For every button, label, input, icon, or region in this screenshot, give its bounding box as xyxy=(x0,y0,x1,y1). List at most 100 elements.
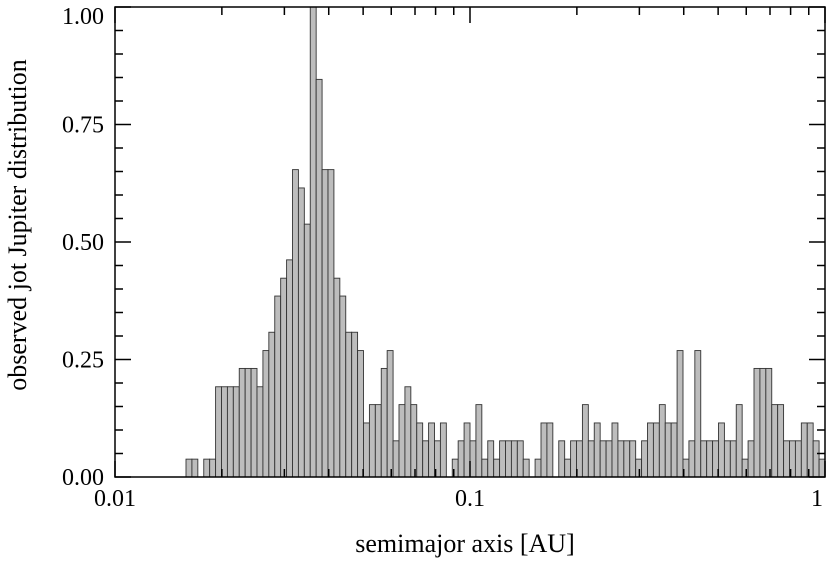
histogram-bar xyxy=(392,440,400,478)
y-tick-label: 0.00 xyxy=(62,465,104,491)
histogram-bar xyxy=(333,277,341,478)
histogram-bar xyxy=(203,458,211,478)
histogram-bar xyxy=(487,440,495,478)
histogram-bar xyxy=(345,331,353,478)
histogram-bar xyxy=(564,458,572,478)
histogram-bar xyxy=(292,169,299,478)
histogram-bar xyxy=(771,404,779,478)
histogram-bar xyxy=(581,404,589,478)
histogram-bar xyxy=(469,440,477,478)
histogram-bar xyxy=(380,367,388,478)
histogram-bar xyxy=(516,440,524,478)
histogram-bar xyxy=(185,458,193,478)
histogram-bar xyxy=(522,458,530,478)
histogram-bar xyxy=(777,404,785,478)
histogram-bar xyxy=(794,440,802,478)
histogram-bar xyxy=(309,6,317,478)
histogram-bar xyxy=(303,223,311,478)
histogram-bar xyxy=(723,440,731,478)
histogram-bar xyxy=(457,440,465,478)
histogram-bar xyxy=(274,295,282,478)
histogram-bar xyxy=(357,350,364,478)
histogram-bar xyxy=(493,458,501,478)
histogram-bar xyxy=(635,458,643,478)
histogram-bar xyxy=(244,367,252,478)
histogram-bar xyxy=(587,440,595,478)
histogram-bar xyxy=(256,386,264,478)
axis-ticks xyxy=(114,6,826,478)
histogram-bar xyxy=(505,440,512,478)
histogram-bar xyxy=(416,422,424,478)
x-tick-label: 0.01 xyxy=(94,486,136,512)
histogram-bar xyxy=(339,295,347,478)
histogram-bar xyxy=(759,367,767,478)
x-tick-label: 1 xyxy=(811,486,823,512)
y-tick-label: 0.75 xyxy=(62,113,104,139)
histogram-bar xyxy=(676,350,684,478)
histogram-bar xyxy=(226,386,234,478)
histogram-bar xyxy=(652,422,660,478)
y-tick-label: 0.25 xyxy=(62,348,104,374)
x-axis-label: semimajor axis [AU] xyxy=(355,529,575,558)
y-tick-label: 1.00 xyxy=(62,4,104,30)
histogram-bar xyxy=(605,440,613,478)
histogram-bar xyxy=(280,277,288,478)
histogram-bar xyxy=(735,404,743,478)
histogram-bar xyxy=(706,440,714,478)
histogram-bar xyxy=(718,422,725,478)
histogram-bar xyxy=(351,331,359,478)
histogram-bar xyxy=(818,458,826,478)
histogram-bar xyxy=(404,386,412,478)
histogram-bar xyxy=(753,367,761,478)
histogram-bar xyxy=(741,458,749,478)
histogram-bar xyxy=(700,440,708,478)
tick-labels: 0.01 0.1 1 0.00 0.25 0.50 0.75 1.00 xyxy=(62,4,823,512)
histogram-bar xyxy=(422,440,430,478)
histogram-bar xyxy=(806,422,814,478)
histogram-bar xyxy=(658,404,666,478)
histogram-bar xyxy=(321,169,329,478)
histogram-bar xyxy=(599,440,607,478)
histogram-bar xyxy=(481,458,489,478)
histogram-bar xyxy=(623,440,631,478)
histogram-bar xyxy=(499,440,506,478)
histogram-bar xyxy=(262,350,270,478)
histogram-bar xyxy=(297,187,305,478)
histogram-bar xyxy=(238,367,246,478)
histogram-bar xyxy=(647,422,654,478)
histogram-bar xyxy=(327,169,335,478)
histogram-bar xyxy=(191,458,199,478)
histogram-bar xyxy=(510,440,518,478)
x-tick-label: 0.1 xyxy=(455,486,485,512)
histogram-bar xyxy=(570,440,577,478)
histogram-bar xyxy=(250,367,258,478)
histogram-bar xyxy=(368,404,376,478)
y-axis-label: observed jot Jupiter distribution xyxy=(3,59,32,390)
histogram-bar xyxy=(670,422,678,478)
histogram-bar xyxy=(463,422,471,478)
histogram-bars xyxy=(185,6,826,478)
histogram-bar xyxy=(783,440,790,478)
histogram-bar xyxy=(315,78,323,478)
histogram-bar xyxy=(221,386,228,478)
histogram-bar xyxy=(747,440,755,478)
histogram-bar xyxy=(688,440,696,478)
histogram-bar xyxy=(363,422,370,478)
histogram-bar xyxy=(410,404,418,478)
histogram-bar xyxy=(694,350,702,478)
histogram-bar xyxy=(268,331,276,478)
histogram-bar xyxy=(812,440,820,478)
histogram-bar xyxy=(286,259,293,478)
histogram-bar xyxy=(593,422,601,478)
histogram-bar xyxy=(611,422,619,478)
histogram-bar xyxy=(558,440,566,478)
histogram-bar xyxy=(546,422,554,478)
histogram-bar xyxy=(534,458,542,478)
histogram-bar xyxy=(641,440,648,478)
y-tick-label: 0.50 xyxy=(62,230,104,256)
histogram-bar xyxy=(629,440,637,478)
histogram-bar xyxy=(475,404,483,478)
histogram-bar xyxy=(439,422,447,478)
histogram-bar xyxy=(765,367,773,478)
